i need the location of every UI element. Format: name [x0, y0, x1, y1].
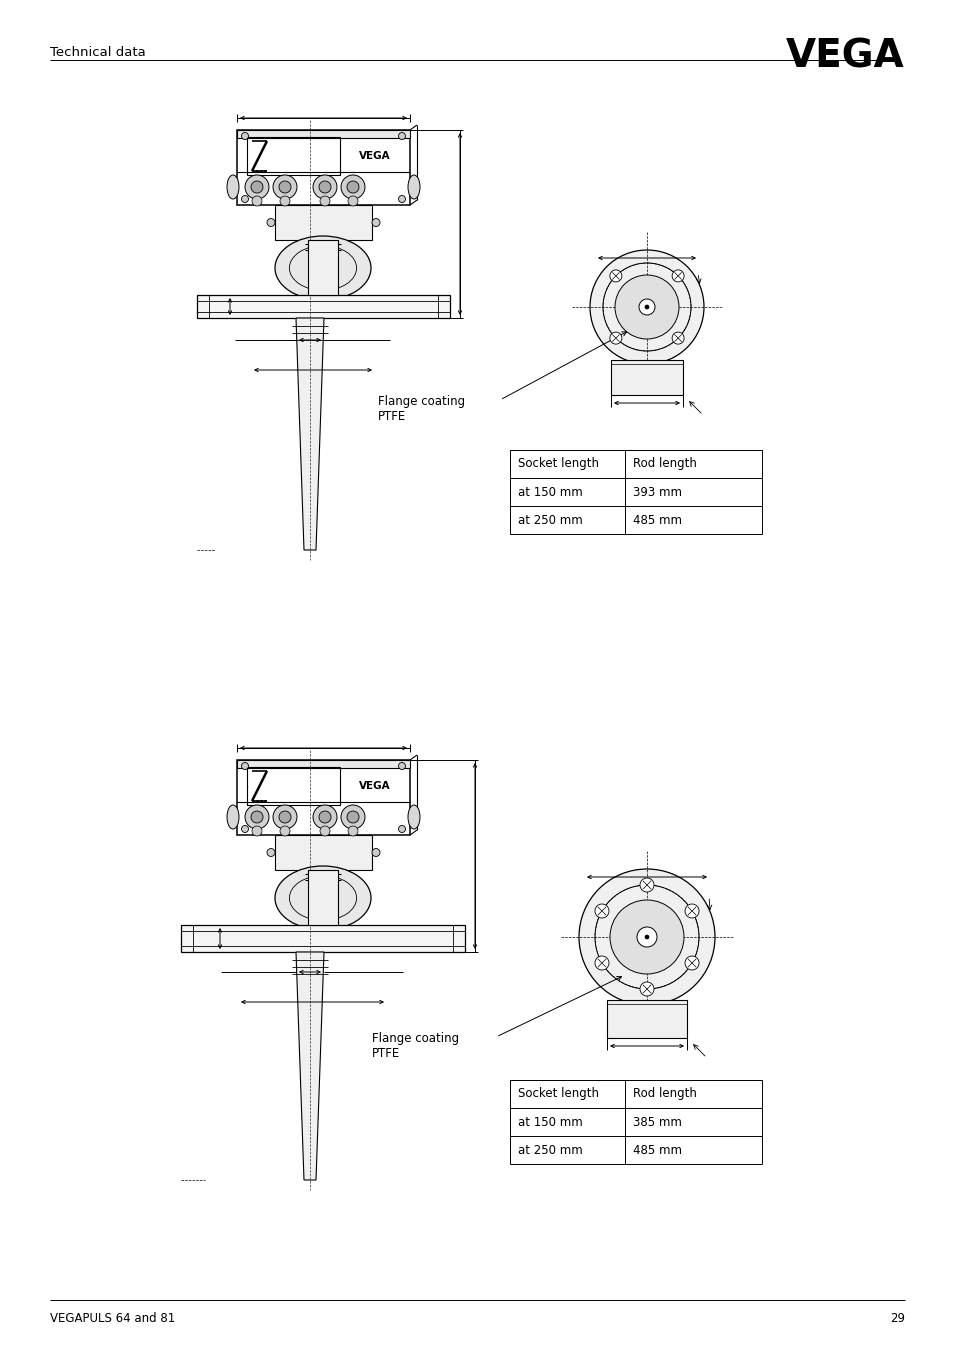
- Text: at 150 mm: at 150 mm: [517, 1115, 582, 1129]
- Circle shape: [245, 175, 269, 199]
- Ellipse shape: [408, 175, 419, 199]
- Text: Rod length: Rod length: [633, 1088, 696, 1100]
- Circle shape: [280, 196, 290, 206]
- Circle shape: [372, 848, 379, 856]
- Text: at 150 mm: at 150 mm: [517, 485, 582, 499]
- Ellipse shape: [227, 805, 239, 829]
- Text: Flange coating
PTFE: Flange coating PTFE: [377, 396, 465, 423]
- Bar: [610, 360, 682, 396]
- Bar: [274, 835, 372, 870]
- Bar: [236, 760, 410, 768]
- Text: Socket length: Socket length: [517, 1088, 598, 1100]
- Circle shape: [609, 332, 621, 344]
- Circle shape: [398, 763, 405, 770]
- Circle shape: [267, 218, 274, 226]
- Ellipse shape: [408, 805, 419, 829]
- Text: at 250 mm: at 250 mm: [517, 1144, 582, 1157]
- Bar: [236, 760, 410, 835]
- Bar: [181, 925, 464, 953]
- Text: 485 mm: 485 mm: [633, 1144, 681, 1157]
- Circle shape: [644, 935, 648, 939]
- Circle shape: [241, 133, 248, 140]
- Circle shape: [672, 270, 683, 282]
- Text: 385 mm: 385 mm: [633, 1115, 681, 1129]
- Bar: [606, 1000, 686, 1038]
- Polygon shape: [295, 318, 324, 550]
- Circle shape: [319, 827, 330, 836]
- Circle shape: [639, 878, 654, 892]
- Circle shape: [252, 827, 262, 836]
- Text: VEGA: VEGA: [785, 38, 904, 76]
- Bar: [247, 137, 339, 175]
- Circle shape: [241, 825, 248, 832]
- Bar: [274, 205, 372, 240]
- Circle shape: [595, 904, 608, 917]
- Circle shape: [348, 196, 357, 206]
- Circle shape: [578, 869, 714, 1005]
- Bar: [236, 130, 410, 138]
- Circle shape: [644, 305, 648, 309]
- Polygon shape: [295, 953, 324, 1180]
- Circle shape: [278, 812, 291, 822]
- Circle shape: [273, 175, 296, 199]
- Circle shape: [398, 133, 405, 140]
- Text: 393 mm: 393 mm: [633, 485, 681, 499]
- Circle shape: [313, 175, 336, 199]
- Circle shape: [347, 182, 358, 192]
- Circle shape: [372, 218, 379, 226]
- Circle shape: [273, 805, 296, 829]
- Text: VEGA: VEGA: [359, 150, 391, 161]
- Circle shape: [684, 904, 699, 917]
- Circle shape: [245, 805, 269, 829]
- Ellipse shape: [227, 175, 239, 199]
- Circle shape: [639, 982, 654, 996]
- Text: at 250 mm: at 250 mm: [517, 514, 582, 527]
- Circle shape: [280, 827, 290, 836]
- Circle shape: [251, 812, 263, 822]
- Circle shape: [318, 812, 331, 822]
- Circle shape: [267, 848, 274, 856]
- Text: Flange coating
PTFE: Flange coating PTFE: [372, 1033, 458, 1060]
- Text: Socket length: Socket length: [517, 458, 598, 470]
- Circle shape: [278, 182, 291, 192]
- Text: VEGA: VEGA: [359, 780, 391, 791]
- Circle shape: [347, 812, 358, 822]
- Bar: [196, 295, 450, 318]
- Text: 485 mm: 485 mm: [633, 514, 681, 527]
- Circle shape: [340, 175, 365, 199]
- Bar: [308, 240, 337, 295]
- Circle shape: [319, 196, 330, 206]
- Bar: [308, 870, 337, 925]
- Circle shape: [637, 927, 657, 947]
- Circle shape: [398, 195, 405, 202]
- Circle shape: [684, 957, 699, 970]
- Circle shape: [241, 195, 248, 202]
- Circle shape: [639, 299, 655, 314]
- Circle shape: [398, 825, 405, 832]
- Circle shape: [595, 957, 608, 970]
- Circle shape: [609, 270, 621, 282]
- Ellipse shape: [274, 236, 371, 299]
- Text: Technical data: Technical data: [50, 46, 146, 58]
- Circle shape: [615, 275, 679, 339]
- Text: Rod length: Rod length: [633, 458, 696, 470]
- Bar: [247, 767, 339, 805]
- Circle shape: [251, 182, 263, 192]
- Circle shape: [252, 196, 262, 206]
- Text: 29: 29: [889, 1312, 904, 1325]
- Circle shape: [318, 182, 331, 192]
- Circle shape: [672, 332, 683, 344]
- Circle shape: [313, 805, 336, 829]
- Circle shape: [609, 900, 683, 974]
- Ellipse shape: [274, 866, 371, 930]
- Circle shape: [589, 251, 703, 364]
- Circle shape: [241, 763, 248, 770]
- Circle shape: [340, 805, 365, 829]
- Circle shape: [348, 827, 357, 836]
- Bar: [236, 130, 410, 205]
- Text: VEGAPULS 64 and 81: VEGAPULS 64 and 81: [50, 1312, 175, 1325]
